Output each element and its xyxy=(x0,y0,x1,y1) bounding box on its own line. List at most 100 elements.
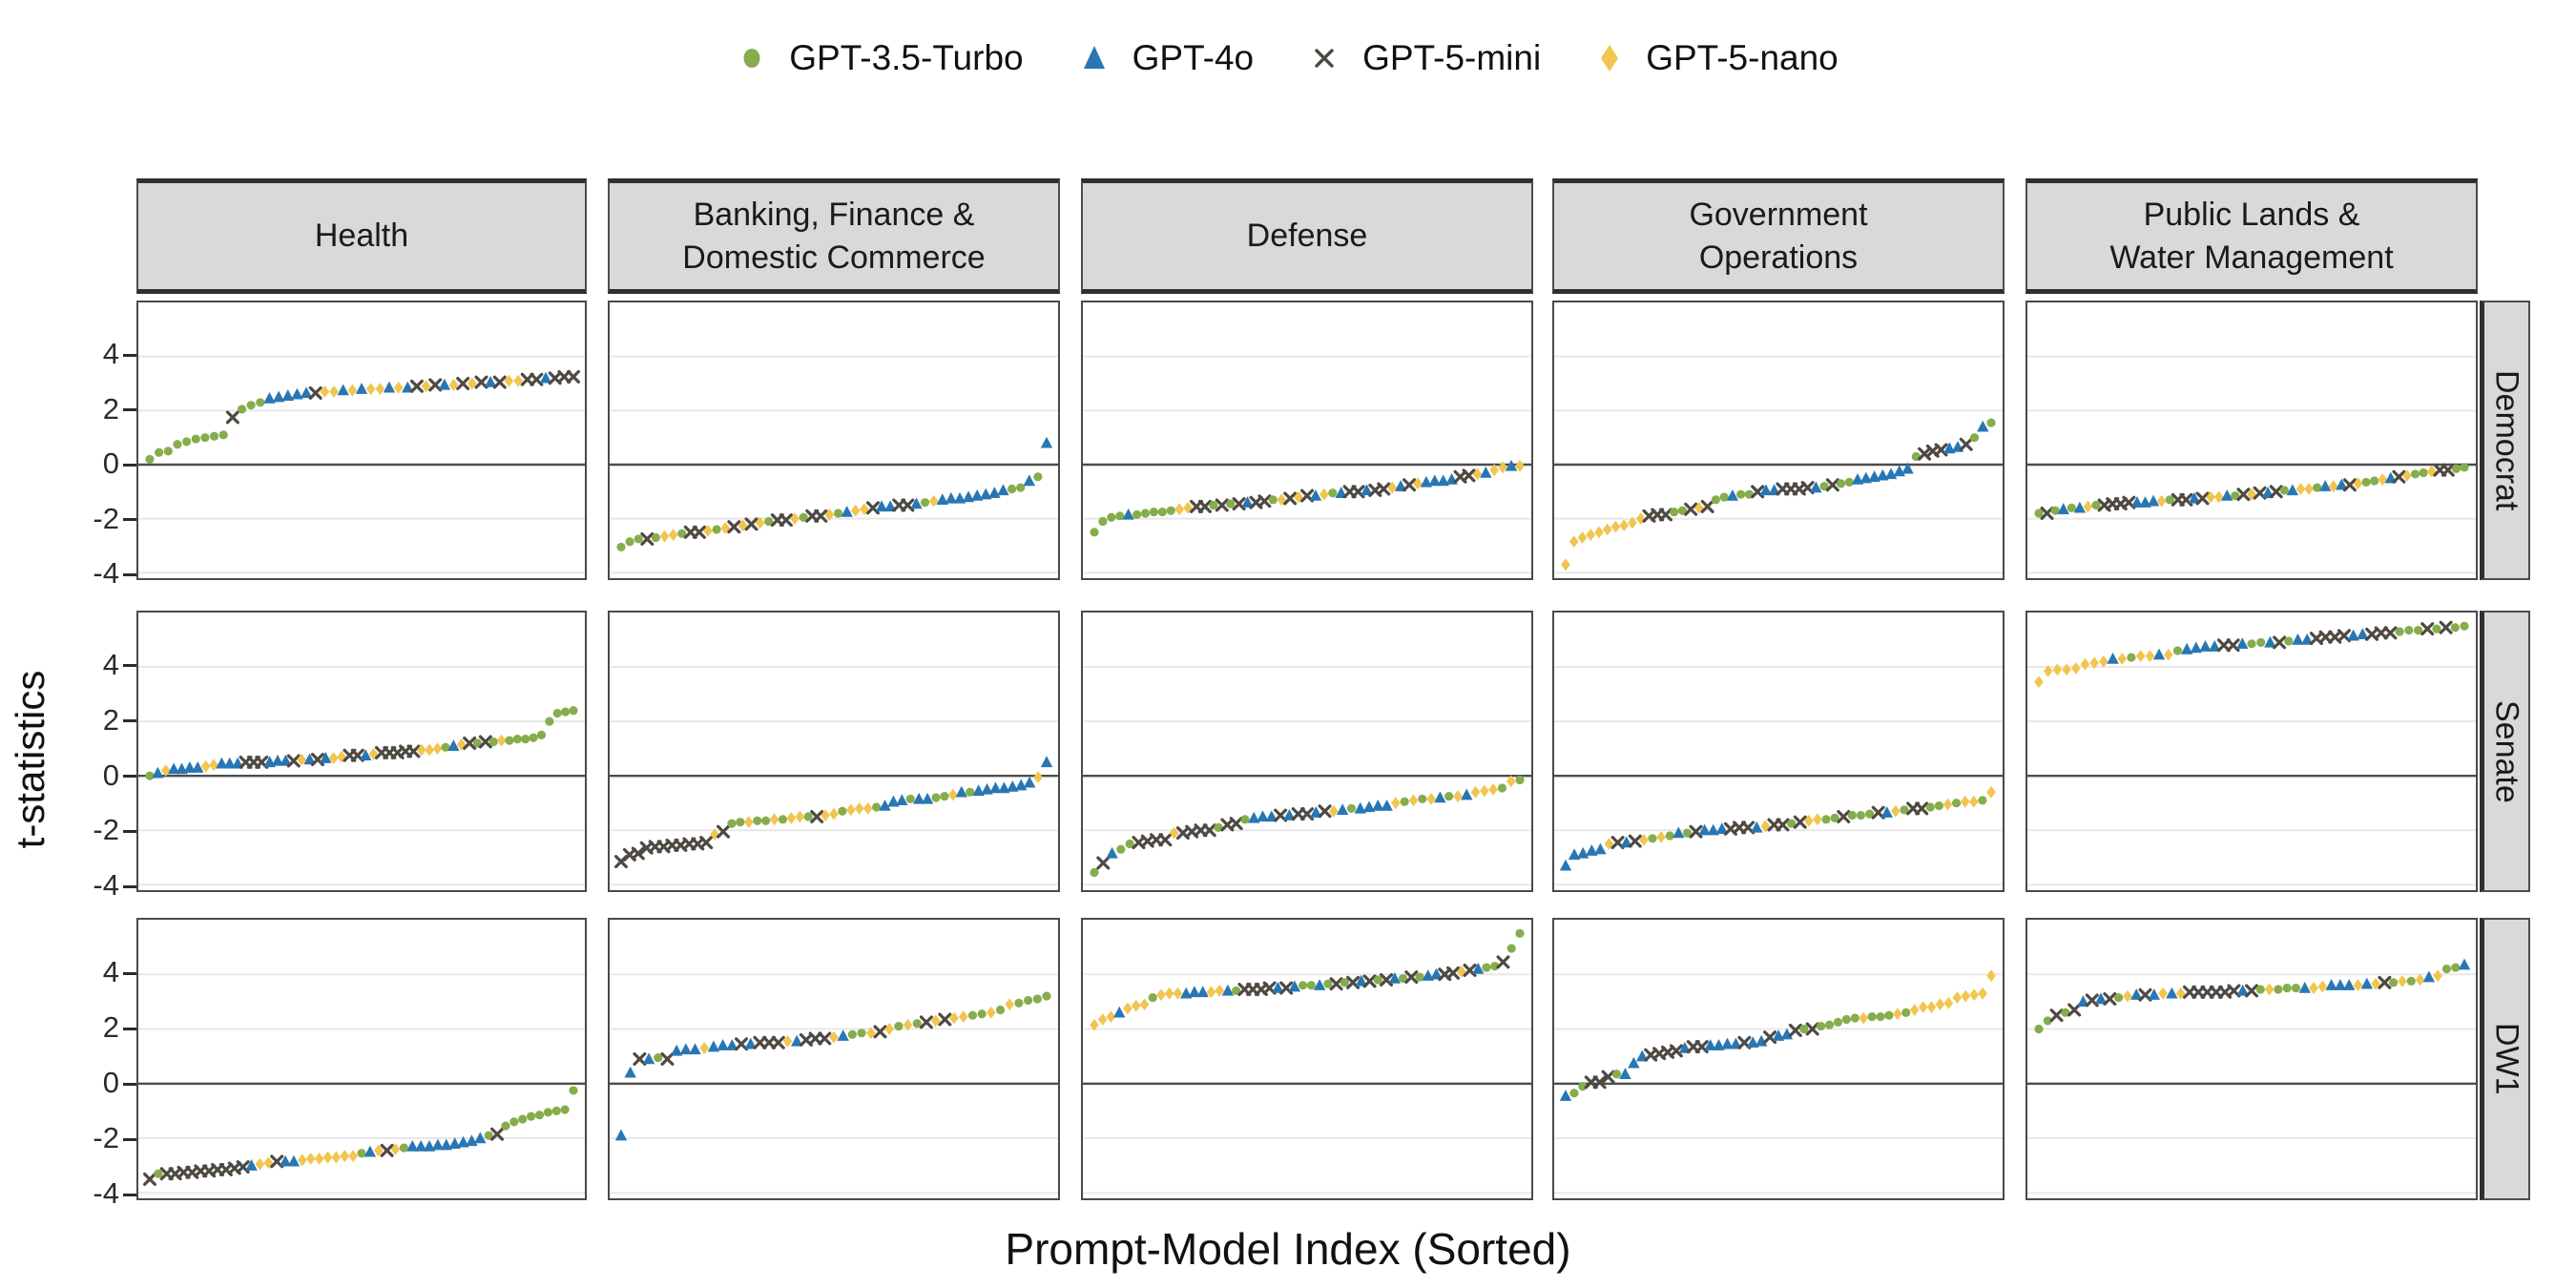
data-point-gpt-4o xyxy=(1272,981,1284,993)
data-point-gpt-5-nano xyxy=(340,1150,350,1163)
data-point-gpt-5-mini xyxy=(463,736,477,750)
data-point-gpt-4o xyxy=(945,491,958,504)
data-point-gpt-5-nano xyxy=(2145,650,2155,663)
data-point-gpt-3.5-turbo xyxy=(1876,1012,1885,1022)
data-point-gpt-4o xyxy=(1007,779,1019,792)
data-point-gpt-5-mini xyxy=(1096,856,1111,870)
data-point-gpt-4o xyxy=(2147,494,2160,507)
legend-item-gpt-5-nano[interactable]: GPT-5-nano xyxy=(1596,38,1839,78)
data-point-gpt-3.5-turbo xyxy=(1115,511,1125,521)
data-point-gpt-5-nano xyxy=(1610,520,1621,533)
data-point-gpt-5-mini xyxy=(2085,993,2099,1008)
data-point-gpt-5-mini xyxy=(409,379,424,393)
legend-item-gpt-4o[interactable]: GPT-4o xyxy=(1079,38,1254,78)
panel-plot-area xyxy=(2027,958,2476,1195)
data-point-gpt-3.5-turbo xyxy=(651,532,661,543)
data-point-gpt-4o xyxy=(707,1040,720,1052)
data-point-gpt-5-mini xyxy=(762,1035,777,1049)
data-point-gpt-5-nano xyxy=(1106,1010,1116,1024)
data-point-gpt-5-mini xyxy=(1592,1075,1607,1090)
y-tick-label: -2 xyxy=(93,501,119,535)
data-point-gpt-3.5-turbo xyxy=(357,1149,366,1158)
data-point-gpt-5-nano xyxy=(1090,1018,1099,1031)
data-point-gpt-3.5-turbo xyxy=(712,525,721,534)
data-point-gpt-5-mini xyxy=(2273,635,2287,650)
data-point-gpt-5-nano xyxy=(417,743,426,757)
data-point-gpt-5-nano xyxy=(2034,675,2044,689)
data-point-gpt-3.5-turbo xyxy=(1611,1070,1622,1079)
data-point-gpt-5-mini xyxy=(1377,482,1391,496)
data-point-gpt-4o xyxy=(1620,836,1632,848)
data-point-gpt-4o xyxy=(320,752,332,763)
legend-item-gpt-3.5-turbo[interactable]: GPT-3.5-Turbo xyxy=(737,38,1024,78)
y-tick-mark xyxy=(123,719,136,723)
y-tick-label: 4 xyxy=(102,647,119,681)
data-point-gpt-5-nano xyxy=(769,813,779,826)
data-point-gpt-5-mini xyxy=(1669,1044,1683,1058)
data-point-gpt-4o xyxy=(355,383,368,394)
data-point-gpt-4o xyxy=(1868,470,1880,482)
data-point-gpt-5-nano xyxy=(2099,654,2109,668)
y-tick-label: 0 xyxy=(102,758,119,792)
data-point-gpt-5-mini xyxy=(692,525,706,539)
data-point-gpt-4o xyxy=(1265,810,1278,822)
data-point-gpt-3.5-turbo xyxy=(441,742,450,752)
data-point-gpt-5-nano xyxy=(829,807,839,821)
data-point-gpt-4o xyxy=(2264,635,2276,648)
data-point-gpt-4o xyxy=(438,378,451,390)
data-point-gpt-5-mini xyxy=(310,753,324,767)
y-tick-mark xyxy=(123,775,136,779)
data-point-gpt-4o xyxy=(726,1039,738,1050)
data-point-gpt-3.5-turbo xyxy=(501,1121,510,1131)
data-point-gpt-5-nano xyxy=(2264,983,2275,996)
data-point-gpt-5-nano xyxy=(948,788,958,801)
panel-banking-finance-domestic-commerce-dw1 xyxy=(608,918,1060,1200)
data-point-gpt-3.5-turbo xyxy=(1925,802,1935,812)
data-point-gpt-3.5-turbo xyxy=(1148,992,1157,1003)
data-point-gpt-5-nano xyxy=(790,512,800,526)
data-point-gpt-4o xyxy=(1372,799,1384,811)
data-point-gpt-5-mini xyxy=(492,375,507,389)
data-point-gpt-4o xyxy=(1422,969,1435,981)
data-point-gpt-4o xyxy=(841,505,853,517)
data-point-gpt-3.5-turbo xyxy=(1125,839,1134,849)
data-point-gpt-3.5-turbo xyxy=(931,793,941,802)
data-point-gpt-5-mini xyxy=(2216,638,2231,653)
data-point-gpt-4o xyxy=(1106,846,1118,859)
data-point-gpt-4o xyxy=(457,1135,469,1148)
data-point-gpt-5-nano xyxy=(1577,531,1588,544)
data-point-gpt-3.5-turbo xyxy=(1323,979,1333,988)
y-tick-mark xyxy=(123,353,136,357)
data-point-gpt-5-mini xyxy=(1346,975,1361,989)
data-point-gpt-4o xyxy=(287,1154,301,1167)
data-point-gpt-5-nano xyxy=(699,1042,710,1054)
data-point-gpt-4o xyxy=(192,761,204,773)
data-point-gpt-5-nano xyxy=(305,1153,316,1165)
legend-item-gpt-5-mini[interactable]: GPT-5-mini xyxy=(1309,38,1541,78)
data-point-gpt-3.5-turbo xyxy=(1116,844,1126,854)
data-point-gpt-3.5-turbo xyxy=(1847,810,1857,821)
y-tick-mark xyxy=(123,518,136,522)
data-point-gpt-3.5-turbo xyxy=(1901,1008,1911,1017)
data-point-gpt-5-nano xyxy=(1813,813,1822,826)
data-point-gpt-3.5-turbo xyxy=(625,537,634,547)
data-point-gpt-3.5-turbo xyxy=(799,512,808,522)
data-point-gpt-4o xyxy=(183,761,197,773)
data-point-gpt-3.5-turbo xyxy=(1836,479,1846,488)
y-tick-mark xyxy=(123,463,136,467)
data-point-gpt-4o xyxy=(406,1140,419,1152)
data-point-gpt-3.5-turbo xyxy=(833,509,843,518)
data-point-gpt-4o xyxy=(1715,822,1729,835)
facet-col-strip: Government Operations xyxy=(1552,178,2005,294)
data-point-gpt-4o xyxy=(1461,788,1473,800)
data-point-gpt-3.5-turbo xyxy=(399,1143,408,1153)
data-point-gpt-4o xyxy=(279,1154,292,1167)
data-point-gpt-5-nano xyxy=(200,759,211,773)
data-point-gpt-5-mini xyxy=(1763,1030,1777,1045)
data-point-gpt-3.5-turbo xyxy=(905,794,915,804)
data-point-gpt-3.5-turbo xyxy=(560,1105,570,1114)
data-point-gpt-5-nano xyxy=(1169,826,1179,840)
data-point-gpt-4o xyxy=(216,757,228,769)
data-point-gpt-3.5-turbo xyxy=(527,1111,536,1121)
data-point-gpt-3.5-turbo xyxy=(173,440,182,449)
